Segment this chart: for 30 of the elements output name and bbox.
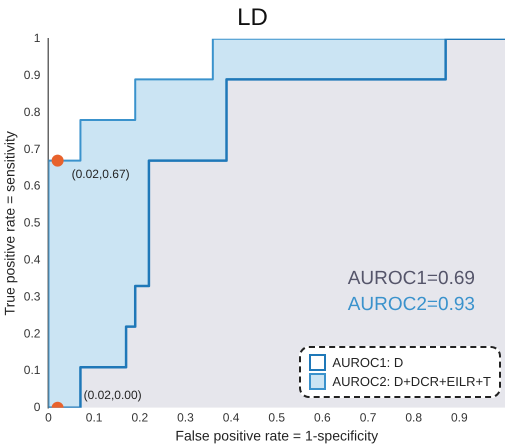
y-tick-label: 0.7 [24, 142, 41, 156]
x-tick-label: 0.9 [451, 410, 468, 424]
legend-label: AUROC1: D [332, 354, 404, 370]
y-tick-label: 0.5 [24, 216, 41, 230]
chart-title: LD [237, 4, 268, 32]
annotation: AUROC2=0.93 [348, 294, 475, 316]
x-axis-title: False positive rate = 1-specificity [175, 427, 378, 444]
x-tick-label: 0.6 [314, 410, 332, 424]
annotation: (0.02,0.00) [84, 388, 142, 402]
y-axis-title: True positive rate = sensitivity [1, 131, 18, 316]
y-tick-label: 0.2 [24, 326, 41, 340]
x-tick-label: 0.2 [131, 410, 148, 424]
y-tick-label: 0.9 [24, 68, 41, 82]
y-tick-label: 0.1 [24, 363, 41, 378]
x-tick-label: 0.5 [268, 410, 286, 424]
x-tick-label: 0 [45, 410, 52, 424]
x-tick-label: 0.4 [222, 410, 240, 424]
x-tick-label: 0.1 [86, 410, 103, 424]
annotation: (0.02,0.67) [72, 166, 130, 181]
y-tick-label: 1 [34, 31, 41, 46]
y-tick-label: 0.6 [24, 178, 41, 193]
legend-label: AUROC2: D+DCR+EILR+T [332, 374, 491, 389]
annotation: AUROC1=0.69 [348, 268, 475, 290]
x-tick-label: 0.8 [405, 410, 422, 424]
x-tick-label: 0.3 [177, 410, 194, 424]
y-tick-label: 0.3 [24, 289, 41, 304]
x-tick-label: 0.7 [360, 410, 377, 424]
y-tick-label: 0.8 [24, 104, 41, 119]
y-tick-label: 0 [34, 400, 41, 414]
y-tick-label: 0.4 [24, 252, 41, 267]
